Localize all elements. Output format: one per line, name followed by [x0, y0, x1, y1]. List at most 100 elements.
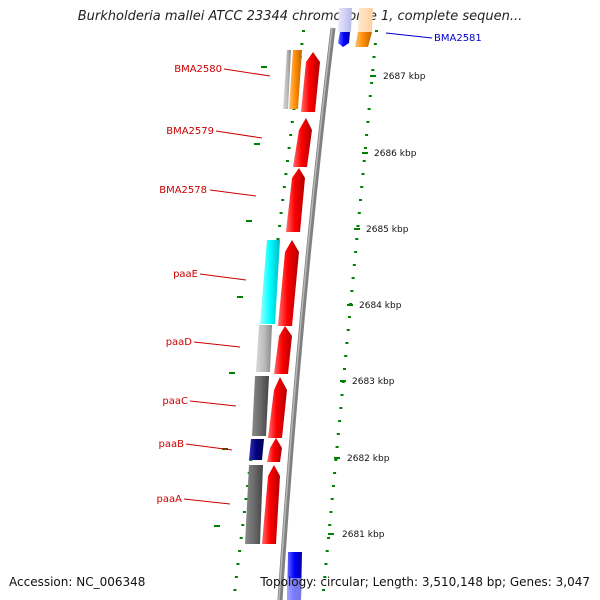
track-dot	[359, 199, 362, 201]
track-dot	[365, 134, 369, 136]
track-dot	[302, 30, 305, 32]
track-dot	[242, 511, 246, 513]
track-dot	[371, 69, 375, 71]
track-dot	[324, 563, 328, 565]
gene-paab[interactable]	[249, 439, 264, 460]
track-dot	[322, 589, 325, 591]
track-dot	[360, 186, 364, 188]
gene-bma2581[interactable]	[338, 32, 350, 47]
track-dot	[344, 355, 348, 357]
kbp-tick-2684: 2684 kbp	[359, 301, 402, 311]
track-dot	[361, 173, 365, 175]
left-tick-mark	[229, 372, 235, 374]
track-dot	[329, 511, 333, 513]
track-dot	[368, 95, 372, 97]
track-dot	[238, 550, 242, 552]
track-dot	[357, 212, 361, 214]
kbp-tick-2686: 2686 kbp	[374, 149, 417, 159]
track-dot	[346, 329, 350, 331]
gene-bma2580-gray[interactable]	[283, 50, 291, 109]
left-tick-mark	[237, 296, 243, 298]
gene-label-paaa[interactable]: paaA	[157, 494, 183, 505]
track-dot	[239, 537, 243, 539]
kbp-tick-2681: 2681 kbp	[342, 530, 385, 540]
gene-paae[interactable]	[260, 240, 280, 324]
track-dot	[350, 290, 354, 292]
track-dot	[343, 368, 346, 370]
kbp-tick-2687: 2687 kbp	[383, 72, 426, 82]
track-dot	[331, 485, 335, 487]
track-dot	[284, 173, 288, 175]
map-title: Burkholderia mallei ATCC 23344 chromosom…	[77, 9, 523, 24]
track-dot	[236, 563, 240, 565]
gene-label-paad[interactable]: paaD	[166, 337, 193, 348]
leader-paad	[193, 341, 241, 348]
track-dot	[327, 537, 330, 539]
track-dot	[300, 43, 304, 45]
gene-red-paac[interactable]	[268, 377, 287, 438]
accession-text: Accession: NC_006348	[9, 575, 146, 589]
left-tick-mark	[214, 525, 220, 527]
leader-bma2579	[215, 130, 263, 139]
gene-bma2580-orange[interactable]	[289, 50, 302, 109]
gene-red-paae[interactable]	[278, 240, 299, 326]
track-dot	[290, 121, 294, 123]
kbp-tick-mark	[362, 152, 368, 154]
track-dot	[328, 524, 332, 526]
leader-paaa	[183, 498, 231, 505]
gene-paad[interactable]	[256, 325, 272, 372]
track-dot	[355, 238, 359, 240]
left-tick-mark	[246, 220, 252, 222]
leader-paac	[189, 400, 237, 407]
track-dot	[276, 238, 280, 240]
gene-orange-top[interactable]	[355, 32, 372, 47]
gene-bma2578[interactable]	[286, 168, 305, 232]
track-dot	[287, 147, 291, 149]
gene-pale-orange-top[interactable]	[358, 8, 373, 32]
track-dot	[345, 342, 349, 344]
gene-label-bma2580[interactable]: BMA2580	[174, 64, 222, 75]
leader-bma2581	[385, 32, 433, 39]
gene-label-paab[interactable]: paaB	[159, 439, 185, 450]
track-dot	[372, 56, 376, 58]
gene-label-paae[interactable]: paaE	[173, 269, 198, 280]
gene-bma2579[interactable]	[293, 118, 312, 167]
kbp-tick-mark	[328, 533, 334, 535]
gene-label-bma2579[interactable]: BMA2579	[166, 126, 214, 137]
gene-paac[interactable]	[252, 376, 269, 436]
gene-bma2580[interactable]	[301, 52, 320, 112]
kbp-tick-mark	[340, 380, 346, 382]
track-dot	[336, 433, 340, 435]
track-dot	[366, 121, 370, 123]
leader-paab	[185, 443, 233, 451]
track-dot	[279, 212, 283, 214]
kbp-tick-mark	[370, 75, 376, 77]
gene-red-paab[interactable]	[267, 438, 282, 462]
kbp-tick-mark	[347, 304, 353, 306]
track-dot	[338, 420, 342, 422]
track-dot	[333, 472, 337, 474]
kbp-tick-mark	[354, 228, 360, 230]
track-dot	[356, 225, 360, 227]
track-dot	[367, 108, 371, 110]
track-dot	[330, 498, 334, 500]
track-dot	[286, 160, 289, 162]
gene-pale-blue-top[interactable]	[338, 8, 352, 32]
track-dot	[347, 316, 351, 318]
gene-red-paad[interactable]	[274, 326, 292, 374]
gene-label-bma2578[interactable]: BMA2578	[159, 185, 207, 196]
gene-blue-bottom-pale[interactable]	[287, 578, 301, 600]
gene-red-paaa[interactable]	[262, 465, 280, 544]
gene-label-paac[interactable]: paaC	[162, 396, 188, 407]
track-dot	[282, 186, 286, 188]
track-dot	[354, 251, 358, 253]
track-dot	[289, 134, 293, 136]
track-dot	[278, 225, 282, 227]
track-dot	[334, 459, 338, 461]
gene-label-bma2581[interactable]: BMA2581	[434, 33, 482, 44]
leader-bma2580	[223, 68, 271, 77]
chromosome-backbone-highlight	[278, 27, 333, 600]
gene-paaa[interactable]	[245, 465, 263, 544]
track-dot	[370, 82, 374, 84]
